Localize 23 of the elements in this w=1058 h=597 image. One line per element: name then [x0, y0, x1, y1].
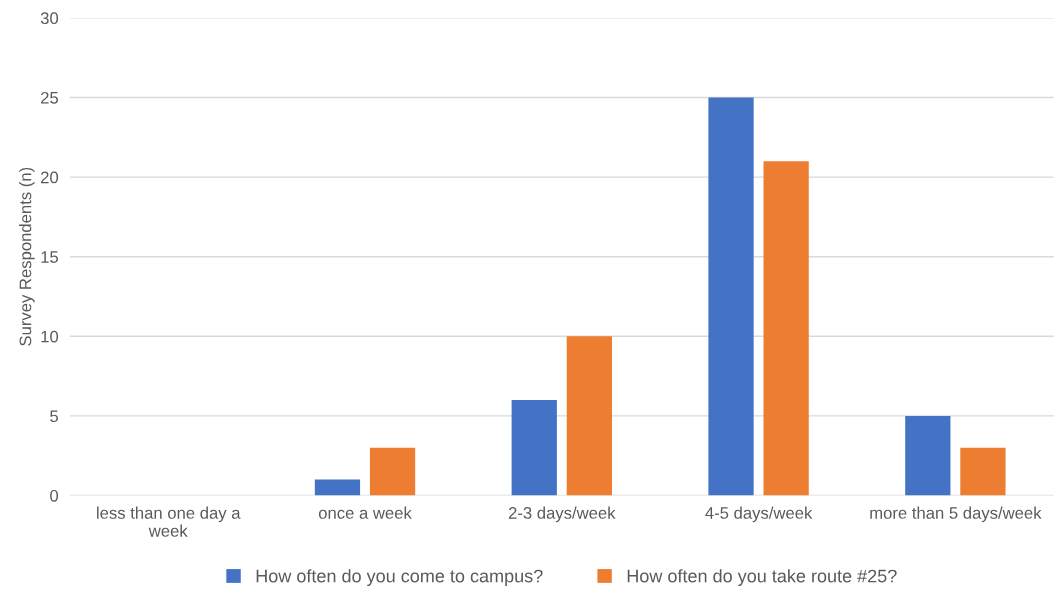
bar: [566, 336, 612, 496]
legend-label: How often do you take route #25?: [627, 569, 897, 586]
bar: [763, 161, 809, 496]
x-tick-label: 2-3 days/week: [508, 506, 616, 523]
y-tick-label: 25: [41, 91, 59, 104]
legend-label: How often do you come to campus?: [256, 569, 543, 586]
y-tick-label: 30: [40, 12, 59, 25]
bar: [905, 415, 951, 496]
y-tick-label: 15: [41, 251, 59, 263]
y-axis-title: Survey Respondents (n): [19, 167, 35, 346]
x-tick-label: less than one day a week: [97, 506, 241, 537]
bar: [960, 447, 1006, 496]
bar: [708, 97, 754, 496]
x-tick-label: more than 5 days/week: [870, 506, 1042, 523]
x-tick-label: once a week: [318, 506, 412, 519]
bar: [314, 479, 361, 496]
bar: [511, 399, 557, 496]
y-tick-label: 10: [41, 330, 59, 343]
bar: [369, 447, 416, 496]
y-tick-label: 5: [50, 410, 59, 423]
y-tick-label: 0: [50, 489, 59, 502]
y-tick-label: 20: [41, 171, 59, 184]
x-tick-label: 4-5 days/week: [705, 506, 813, 523]
